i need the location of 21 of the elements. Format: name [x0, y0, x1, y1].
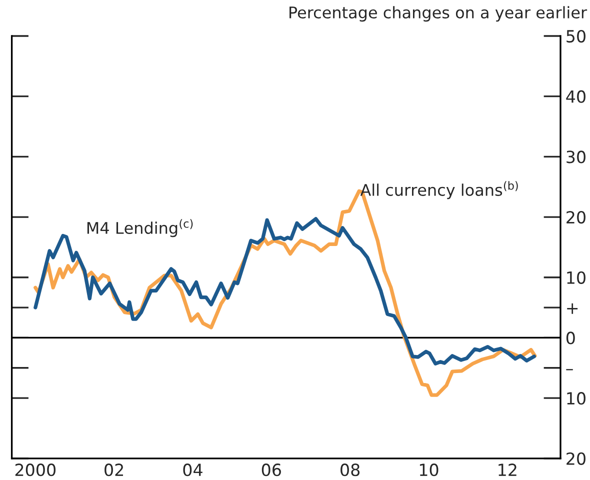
y-tick-label: 50 — [566, 30, 586, 43]
y-tick-label: – — [566, 369, 573, 370]
x-tick-label: 10 — [420, 464, 438, 476]
y-tick-label: 40 — [566, 90, 586, 103]
x-tick-label: 12 — [498, 464, 516, 476]
y-tick-label: 30 — [566, 150, 586, 164]
annotation: M4 Lending$^{(c)}$ — [87, 219, 193, 238]
y-tick-label: 10 — [567, 392, 586, 405]
line-series — [34, 217, 536, 366]
x-tick-label: 2000 — [15, 464, 56, 476]
y-tick-label: + — [567, 303, 578, 314]
y-tick-label: 20 — [566, 452, 586, 465]
x-tick-label: 02 — [104, 464, 123, 476]
y-axis-title: Percentage changes on a year earlier — [290, 6, 588, 22]
y-tick-label: 20 — [566, 210, 586, 224]
y-tick-label: 0 — [566, 332, 575, 344]
x-tick-label: 04 — [183, 464, 202, 476]
x-tick-label: 06 — [262, 464, 281, 476]
annotation: All currency loans$^{(b)}$ — [360, 181, 518, 200]
x-tick-label: 08 — [340, 464, 360, 476]
y-tick-label: 10 — [567, 271, 586, 284]
